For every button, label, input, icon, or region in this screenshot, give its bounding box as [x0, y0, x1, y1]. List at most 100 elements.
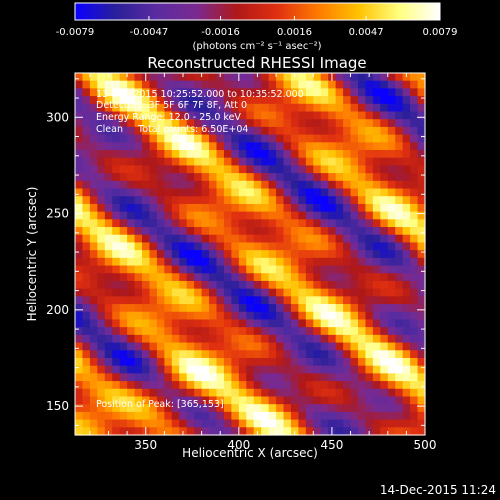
heatmap-cell	[104, 111, 113, 120]
heatmap-cell	[75, 196, 84, 205]
heatmap-cell	[276, 265, 285, 274]
heatmap-cell	[119, 273, 128, 282]
heatmap-cell	[201, 350, 210, 359]
heatmap-cell	[149, 126, 158, 136]
heatmap-cell	[417, 196, 426, 205]
heatmap-cell	[253, 227, 262, 236]
heatmap-cell	[119, 203, 128, 213]
heatmap-cell	[104, 165, 113, 174]
heatmap-cell	[216, 173, 225, 182]
heatmap-cell	[142, 234, 151, 244]
heatmap-cell	[246, 250, 255, 259]
heatmap-cell	[156, 257, 165, 267]
heatmap-cell	[335, 334, 344, 344]
heatmap-cell	[283, 273, 292, 282]
heatmap-cell	[328, 196, 337, 205]
heatmap-cell	[216, 196, 225, 205]
heatmap-cell	[268, 80, 277, 89]
heatmap-cell	[305, 265, 314, 274]
heatmap-cell	[298, 234, 307, 244]
heatmap-image	[75, 73, 426, 436]
heatmap-cell	[335, 296, 344, 305]
heatmap-cell	[82, 180, 91, 190]
heatmap-cell	[209, 134, 218, 143]
heatmap-cell	[112, 227, 121, 236]
heatmap-cell	[127, 126, 136, 136]
heatmap-cell	[410, 165, 419, 174]
heatmap-cell	[268, 150, 277, 159]
heatmap-cell	[298, 126, 307, 136]
heatmap-cell	[298, 211, 307, 220]
heatmap-cell	[201, 173, 210, 182]
heatmap-cell	[209, 80, 218, 89]
heatmap-cell	[268, 73, 277, 82]
heatmap-cell	[127, 211, 136, 220]
heatmap-cell	[171, 180, 180, 190]
heatmap-cell	[112, 304, 121, 313]
heatmap-cell	[194, 319, 203, 328]
heatmap-cell	[82, 373, 91, 382]
heatmap-cell	[97, 257, 106, 267]
heatmap-cell	[119, 211, 128, 220]
heatmap-cell	[149, 280, 158, 290]
heatmap-cell	[82, 280, 91, 290]
heatmap-cell	[395, 196, 404, 205]
heatmap-cell	[149, 188, 158, 197]
heatmap-cell	[410, 311, 419, 321]
heatmap-cell	[372, 142, 381, 151]
heatmap-cell	[372, 234, 381, 244]
heatmap-cell	[417, 180, 426, 190]
heatmap-cell	[112, 411, 121, 421]
heatmap-cell	[216, 150, 225, 159]
heatmap-cell	[142, 196, 151, 205]
heatmap-cell	[209, 288, 218, 297]
heatmap-cell	[97, 265, 106, 274]
heatmap-cell	[290, 219, 300, 228]
heatmap-cell	[156, 73, 165, 82]
heatmap-cell	[268, 373, 277, 382]
heatmap-cell	[134, 350, 143, 359]
heatmap-cell	[372, 296, 381, 305]
heatmap-cell	[119, 188, 128, 197]
heatmap-cell	[179, 334, 188, 344]
heatmap-cell	[402, 280, 411, 290]
heatmap-cell	[156, 188, 165, 197]
heatmap-cell	[276, 365, 285, 374]
heatmap-cell	[246, 411, 255, 421]
heatmap-cell	[186, 142, 195, 151]
heatmap-cell	[119, 134, 128, 143]
heatmap-cell	[290, 311, 300, 321]
heatmap-cell	[89, 211, 98, 220]
heatmap-cell	[305, 327, 314, 336]
heatmap-cell	[156, 165, 165, 174]
heatmap-cell	[268, 103, 277, 113]
heatmap-cell	[328, 188, 337, 197]
heatmap-cell	[127, 165, 136, 174]
heatmap-cell	[186, 73, 195, 82]
heatmap-cell	[357, 273, 367, 282]
heatmap-cell	[335, 111, 344, 120]
heatmap-cell	[164, 350, 173, 359]
heatmap-cell	[194, 157, 203, 167]
heatmap-cell	[112, 350, 121, 359]
heatmap-cell	[238, 219, 247, 228]
heatmap-cell	[246, 373, 255, 382]
heatmap-cell	[320, 365, 329, 374]
heatmap-cell	[305, 280, 314, 290]
heatmap-cell	[261, 80, 270, 89]
heatmap-cell	[395, 142, 404, 151]
heatmap-cell	[238, 88, 247, 97]
heatmap-cell	[283, 126, 292, 136]
heatmap-cell	[82, 126, 91, 136]
heatmap-cell	[298, 73, 307, 82]
heatmap-cell	[357, 411, 367, 421]
heatmap-cell	[313, 250, 322, 259]
heatmap-cell	[372, 180, 381, 190]
heatmap-cell	[201, 150, 210, 159]
heatmap-cell	[104, 103, 113, 113]
heatmap-cell	[112, 103, 121, 113]
heatmap-cell	[305, 88, 314, 97]
heatmap-cell	[365, 350, 374, 359]
heatmap-cell	[179, 319, 188, 328]
heatmap-cell	[395, 381, 404, 390]
